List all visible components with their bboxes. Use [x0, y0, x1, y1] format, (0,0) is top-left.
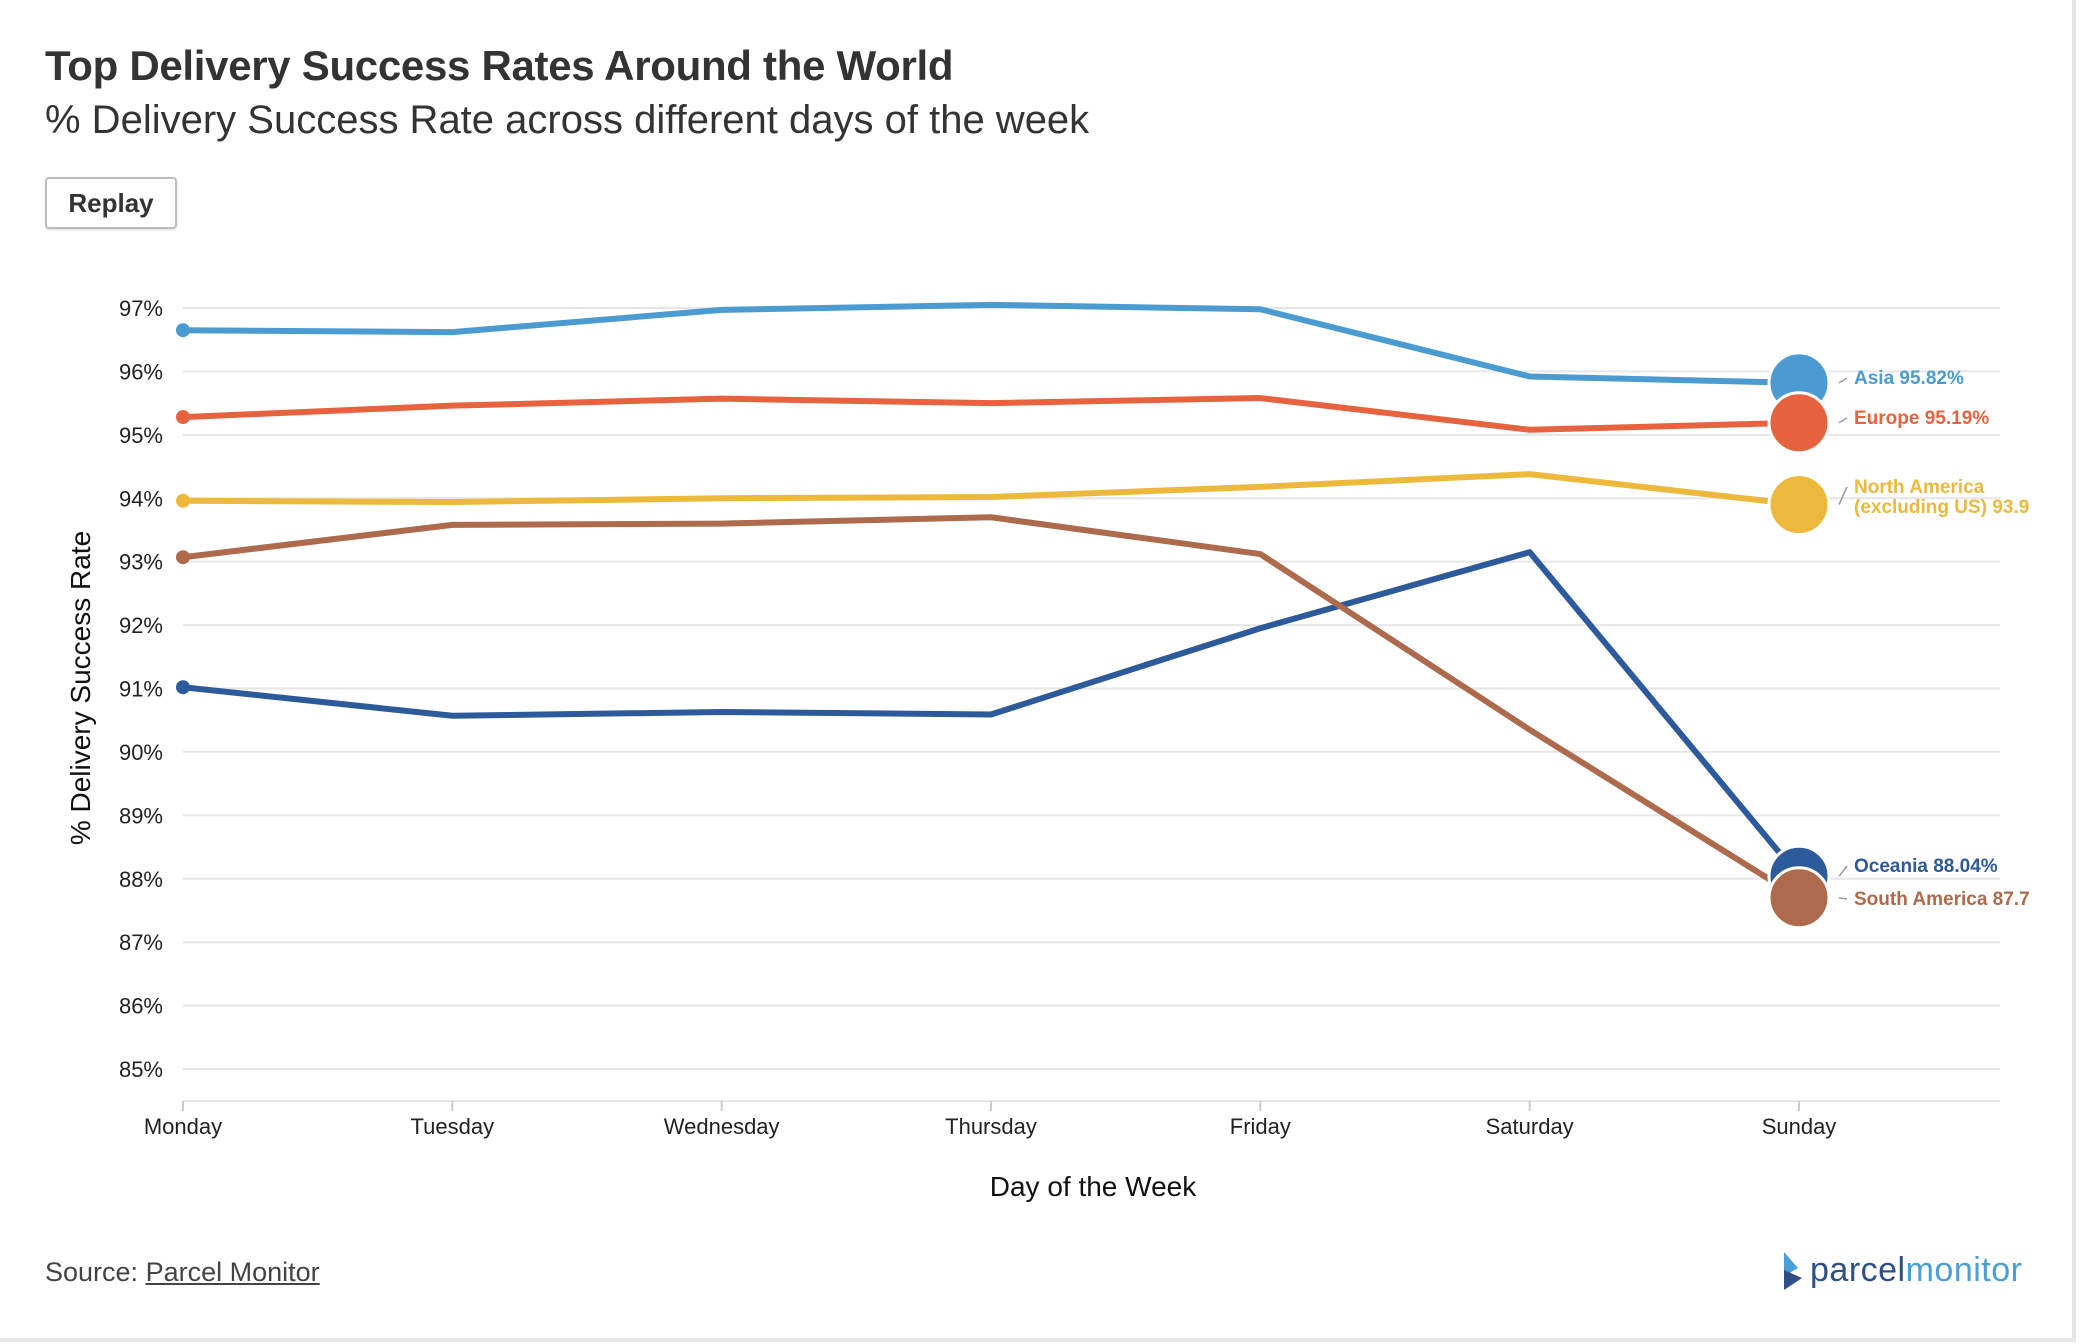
y-tick-label: 91% [119, 677, 163, 702]
y-tick-label: 96% [119, 359, 163, 384]
y-tick-label: 97% [119, 296, 163, 321]
series-line-oceania[interactable] [180, 549, 1802, 880]
end-point-north_america[interactable] [1767, 473, 1831, 537]
y-tick-label: 93% [119, 550, 163, 575]
axes: 85% 86% 87% 88% 89% 90% 91% 92% 93% 94% 95% 96% 97% M… [119, 296, 2000, 1139]
y-tick-label: 85% [119, 1057, 163, 1082]
x-tick-label: Monday [144, 1114, 222, 1139]
start-point-south_america [176, 550, 190, 565]
x-tick-label: Tuesday [411, 1114, 495, 1139]
start-point-europe [176, 410, 190, 425]
replay-button[interactable]: Replay [45, 177, 177, 229]
end-markers [176, 323, 1831, 930]
x-axis-title: Day of the Week [990, 1171, 1197, 1202]
label-connector [1838, 865, 1848, 877]
y-tick-label: 86% [119, 994, 163, 1019]
chart-title: Top Delivery Success Rates Around the Wo… [45, 42, 954, 89]
y-tick-label: 88% [119, 867, 163, 892]
logo-wordmark: parcelmonitor [1810, 1251, 2022, 1290]
series-line-north_america[interactable] [180, 471, 1802, 508]
series-lines [180, 301, 1802, 901]
source-link[interactable]: Parcel Monitor [145, 1257, 320, 1287]
end-point-south_america[interactable] [1767, 866, 1831, 930]
source-prefix: Source: [45, 1257, 139, 1287]
start-point-oceania [176, 680, 190, 695]
start-point-asia [176, 323, 190, 338]
chart-subtitle: % Delivery Success Rate across different… [45, 98, 1090, 142]
logo-word-monitor: monitor [1905, 1250, 2023, 1289]
label-connector [1838, 377, 1848, 384]
y-tick-label: 94% [119, 486, 163, 511]
x-tick-label: Sunday [1762, 1114, 1837, 1139]
start-point-north_america [176, 493, 190, 508]
y-axis-title: % Delivery Success Rate [65, 531, 96, 845]
label-connector [1838, 897, 1848, 900]
label-connector [1838, 486, 1848, 505]
series-line-south_america[interactable] [180, 514, 1802, 901]
end-label-oceania: Oceania 88.04% [1854, 856, 1998, 877]
x-tick-label: Friday [1230, 1114, 1291, 1139]
y-tick-label: 90% [119, 740, 163, 765]
logo-word-parcel: parcel [1810, 1250, 1906, 1289]
y-tick-label: 92% [119, 613, 163, 638]
parcel-monitor-logo: parcelmonitor [1780, 1248, 2022, 1292]
end-label-north_america: (excluding US) 93.9 [1854, 497, 2029, 518]
end-labels: Asia 95.82% Europe 95.19% North America(ex… [1838, 368, 2030, 910]
x-tick-label: Thursday [945, 1114, 1037, 1139]
end-label-asia: Asia 95.82% [1854, 368, 1964, 389]
end-label-north_america: North America [1854, 477, 1985, 498]
source-note: Source: Parcel Monitor [45, 1257, 320, 1288]
series-line-europe[interactable] [180, 395, 1802, 433]
end-point-europe[interactable] [1767, 391, 1831, 455]
y-tick-label: 89% [119, 803, 163, 828]
end-label-south_america: South America 87.7 [1854, 889, 2030, 910]
y-tick-label: 95% [119, 423, 163, 448]
y-tick-label: 87% [119, 930, 163, 955]
x-tick-label: Wednesday [664, 1114, 780, 1139]
label-connector [1838, 417, 1848, 424]
x-tick-label: Saturday [1486, 1114, 1574, 1139]
logo-mark-icon [1784, 1252, 1802, 1290]
end-label-europe: Europe 95.19% [1854, 408, 1989, 429]
series-line-asia[interactable] [180, 301, 1802, 386]
